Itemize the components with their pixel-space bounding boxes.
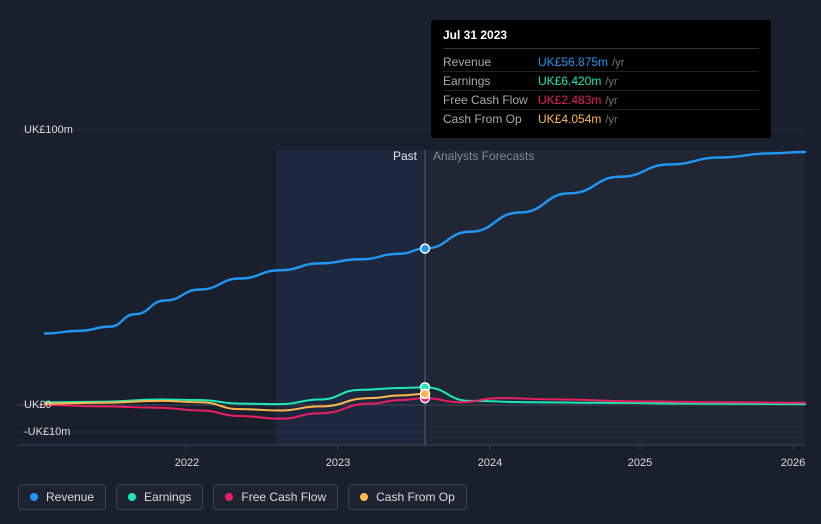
tooltip-row-label: Cash From Op [443,112,538,126]
tooltip-row: Free Cash FlowUK£2.483m/yr [443,91,759,110]
x-axis-label: 2024 [478,457,502,469]
tooltip-row-value: UK£2.483m [538,93,601,107]
tooltip-row-unit: /yr [612,57,624,69]
tooltip-row-label: Earnings [443,74,538,88]
tooltip-row-value: UK£4.054m [538,112,601,126]
data-tooltip: Jul 31 2023 RevenueUK£56.875m/yrEarnings… [431,20,771,138]
y-axis-label: UK£0 [24,399,52,411]
legend-label: Free Cash Flow [241,490,326,504]
tooltip-date: Jul 31 2023 [443,28,759,49]
y-axis-label: -UK£10m [24,426,70,438]
tooltip-row-unit: /yr [605,76,617,88]
legend-dot-icon [360,493,368,501]
y-axis-label: UK£100m [24,124,73,136]
legend-label: Earnings [144,490,191,504]
cfo-marker [421,389,430,398]
tooltip-row: Cash From OpUK£4.054m/yr [443,110,759,128]
legend-dot-icon [128,493,136,501]
legend-label: Revenue [46,490,94,504]
forecast-region-label: Analysts Forecasts [433,149,534,163]
legend-item-fcf[interactable]: Free Cash Flow [213,484,338,510]
x-axis-label: 2023 [326,457,350,469]
tooltip-row-unit: /yr [605,114,617,126]
tooltip-row-unit: /yr [605,95,617,107]
chart-legend: Revenue Earnings Free Cash Flow Cash From O… [18,484,467,510]
legend-item-revenue[interactable]: Revenue [18,484,106,510]
tooltip-row-value: UK£56.875m [538,55,608,69]
tooltip-row: RevenueUK£56.875m/yr [443,53,759,72]
legend-dot-icon [225,493,233,501]
x-axis-label: 2025 [628,457,652,469]
x-axis-label: 2022 [175,457,199,469]
legend-dot-icon [30,493,38,501]
revenue-marker [421,244,430,253]
past-region-label: Past [393,149,417,163]
legend-label: Cash From Op [376,490,455,504]
legend-item-earnings[interactable]: Earnings [116,484,203,510]
tooltip-row-value: UK£6.420m [538,74,601,88]
legend-item-cfo[interactable]: Cash From Op [348,484,467,510]
financial-forecast-chart: UK£100mUK£0-UK£10m 20222023202420252026 … [0,0,821,524]
tooltip-row: EarningsUK£6.420m/yr [443,72,759,91]
x-axis-label: 2026 [781,457,805,469]
tooltip-row-label: Free Cash Flow [443,93,538,107]
tooltip-row-label: Revenue [443,55,538,69]
